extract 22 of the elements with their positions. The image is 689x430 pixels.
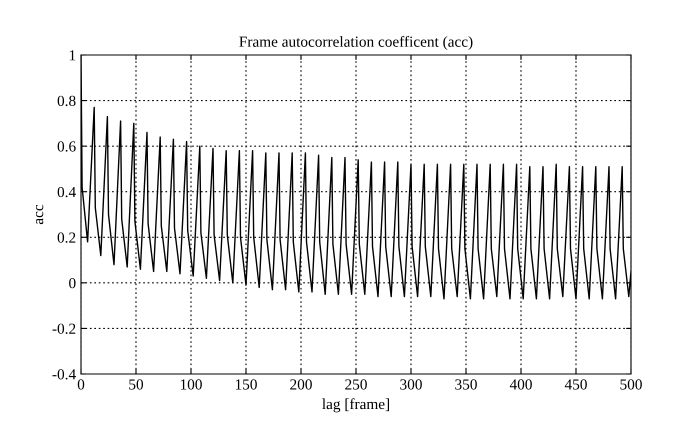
x-tick-label: 300 bbox=[400, 379, 422, 390]
x-tick-label: 150 bbox=[236, 379, 257, 390]
y-tick-label: -0.2 bbox=[52, 324, 76, 334]
y-tick-label: 0.4 bbox=[58, 186, 76, 198]
x-tick-label: 350 bbox=[455, 379, 477, 390]
y-tick-label: 0.8 bbox=[58, 96, 76, 106]
x-tick-label: 450 bbox=[564, 379, 587, 390]
x-tick-label: 0 bbox=[78, 379, 84, 390]
x-tick-label: 200 bbox=[290, 379, 312, 390]
x-tick-label: 250 bbox=[345, 379, 367, 390]
x-axis-title: lag [frame] bbox=[322, 398, 390, 412]
y-tick-label: 0.6 bbox=[58, 141, 76, 152]
y-tick-label: 0 bbox=[69, 278, 76, 288]
y-axis-title: acc bbox=[36, 204, 44, 224]
x-tick-label: 400 bbox=[510, 379, 532, 390]
y-tick-label: 0.2 bbox=[58, 232, 76, 243]
y-tick-label: -0.4 bbox=[52, 369, 76, 380]
x-tick-label: 50 bbox=[129, 379, 144, 390]
x-tick-label: 500 bbox=[620, 379, 642, 390]
chart-title: Frame autocorrelation coefficent (acc) bbox=[239, 36, 472, 50]
y-tick-label: 1 bbox=[70, 50, 76, 60]
x-tick-label: 100 bbox=[180, 379, 202, 390]
